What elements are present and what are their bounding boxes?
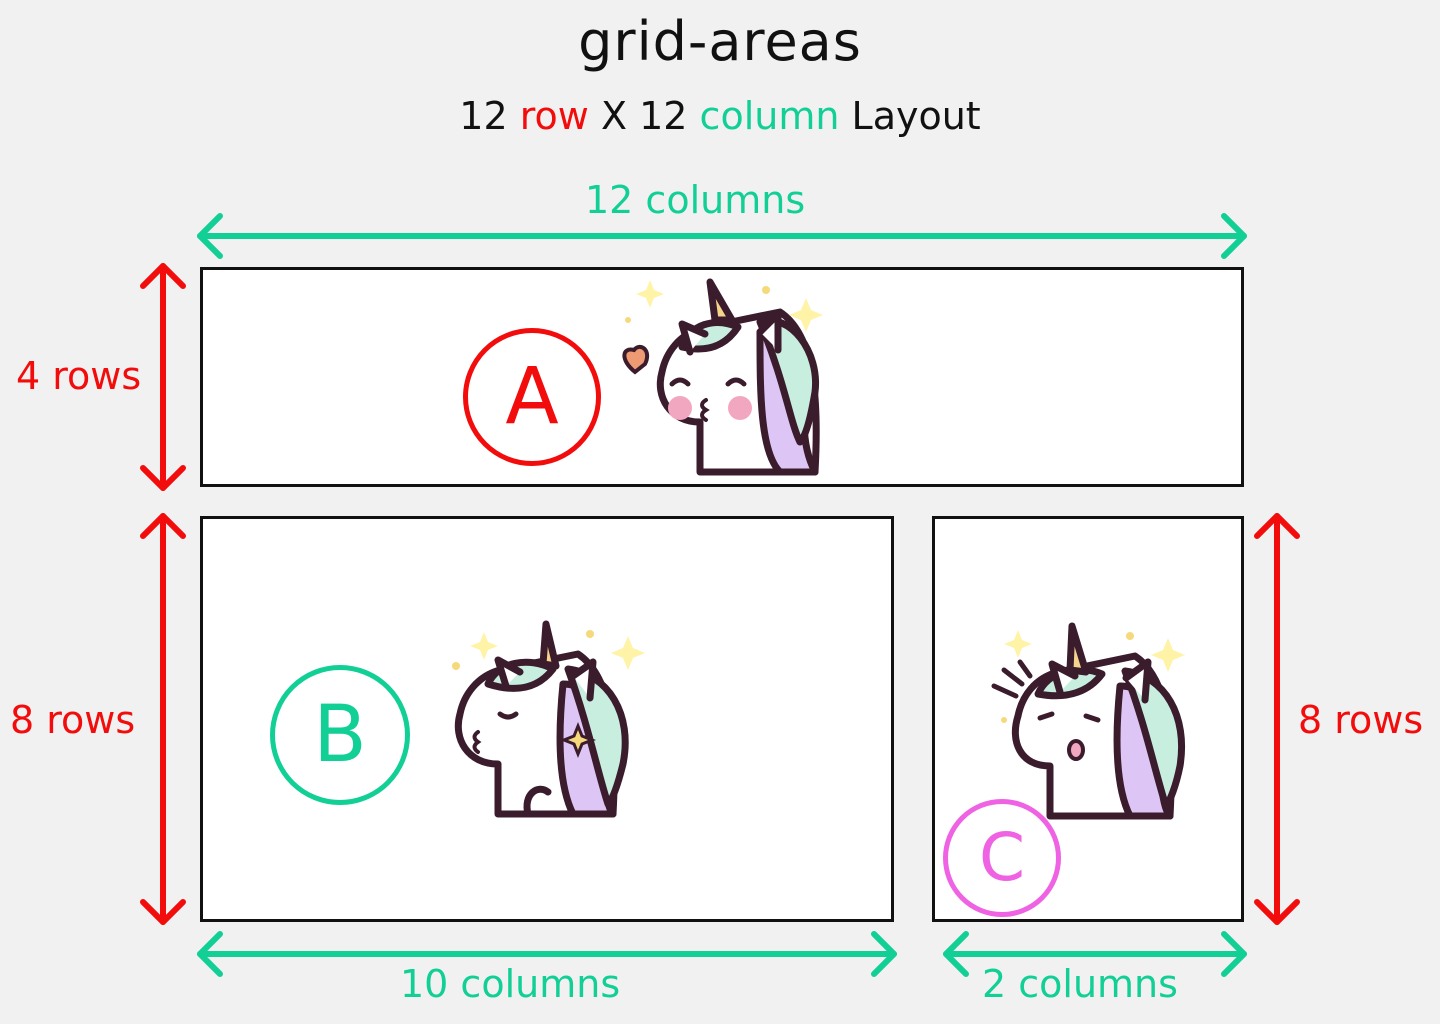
layout-subtitle: 12 row X 12 column Layout (0, 94, 1440, 138)
area-a-badge: A (463, 328, 601, 466)
b-rows-arrow (140, 513, 186, 925)
b-columns-arrow (197, 931, 897, 977)
subtitle-rows-count: 12 (459, 94, 508, 138)
top-columns-arrow (197, 213, 1247, 259)
subtitle-row-word: row (519, 94, 589, 138)
b-rows-label: 8 rows (10, 698, 136, 742)
unicorn-kiss-heart-icon (622, 278, 823, 476)
subtitle-layout-word: Layout (851, 94, 981, 138)
top-columns-label: 12 columns (585, 178, 806, 222)
c-columns-label: 2 columns (982, 962, 1178, 1006)
a-rows-label: 4 rows (16, 354, 142, 398)
c-columns-arrow (943, 931, 1247, 977)
unicorn-kiss-eyes-closed-icon (452, 620, 645, 818)
subtitle-cols-count: 12 (639, 94, 688, 138)
area-c-badge: C (943, 799, 1061, 917)
c-rows-label: 8 rows (1298, 698, 1424, 742)
subtitle-column-word: column (699, 94, 840, 138)
page-title: grid-areas (578, 10, 862, 73)
subtitle-separator: X (600, 94, 627, 138)
area-b-badge: B (270, 665, 410, 805)
c-rows-arrow (1254, 513, 1300, 925)
grid-area-c: C (932, 516, 1244, 922)
b-columns-label: 10 columns (400, 962, 621, 1006)
unicorn-surprised-icon (991, 622, 1185, 820)
a-rows-arrow (140, 263, 186, 491)
